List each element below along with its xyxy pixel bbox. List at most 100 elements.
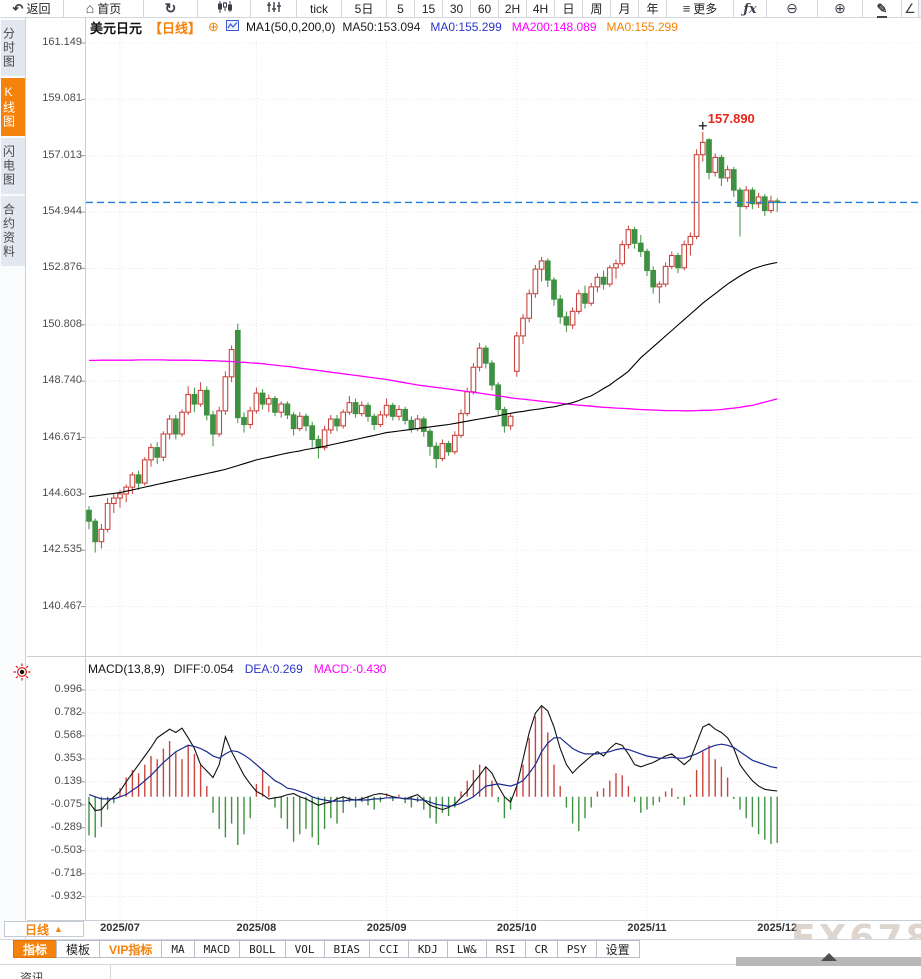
news-row: 资讯 [0, 964, 921, 979]
toolbar-button-label: 15 [421, 1, 436, 16]
period-5day-button[interactable]: 5日 [342, 0, 387, 17]
toolbar-button-label: 周 [590, 2, 603, 16]
toolbar-button-label: tick [310, 1, 328, 16]
tab-template[interactable]: 模板 [56, 940, 101, 958]
period-selector[interactable]: 日线 ▲ [4, 921, 84, 937]
fx-icon: ƒx [743, 1, 757, 17]
ma-value: MA0:155.299 [430, 20, 502, 34]
period-label: 【日线】 [149, 20, 202, 36]
tab-vol[interactable]: VOL [284, 940, 325, 958]
angle-button[interactable]: ∠ [902, 0, 919, 17]
more-button[interactable]: ≡ 更多 [667, 0, 734, 17]
period-15-button[interactable]: 15 [415, 0, 443, 17]
back-arrow-icon: ↶ [12, 0, 24, 16]
zoom-in-icon: ⊕ [834, 0, 846, 16]
back-button[interactable]: ↶ 返回 [0, 0, 64, 17]
chart-header: 美元日元 【日线】 ⊕ MA1(50,0,200,0) MA50:153.094… [90, 19, 678, 36]
panel-expander[interactable] [736, 953, 921, 966]
indicator-style-button[interactable] [251, 0, 297, 17]
toolbar-button-label: 5日 [354, 2, 374, 16]
period-2h-button[interactable]: 2H [499, 0, 527, 17]
period-day-button[interactable]: 日 [555, 0, 583, 17]
tab-indicator[interactable]: 指标 [13, 940, 58, 958]
zoom-out-button[interactable]: ⊖ [767, 0, 818, 17]
ma-value: MA200:148.089 [511, 20, 597, 34]
macd-value: MACD:-0.430 [313, 662, 387, 676]
add-favorite-icon[interactable]: ⊕ [208, 19, 219, 34]
indicator-tab-bar: 指标 模板 VIP指标 MA MACD BOLL VOL BIAS CCI KDJ LW& RSI CR… [0, 939, 921, 958]
sidebar-tab-contract-info[interactable]: 合约资料 [0, 196, 25, 266]
toolbar-button-label: 5 [397, 1, 404, 16]
angle-icon: ∠ [904, 0, 916, 16]
tab-cci[interactable]: CCI [369, 940, 409, 958]
period-selector-label: 日线 [25, 922, 50, 937]
period-60-button[interactable]: 60 [471, 0, 499, 17]
period-tick-button[interactable]: tick [297, 0, 342, 17]
zoom-out-icon: ⊖ [786, 0, 798, 16]
toolbar-button-label: 更多 [693, 2, 718, 16]
toolbar-button-label: 首页 [97, 2, 122, 16]
toolbar-button-label: 4H [532, 1, 549, 16]
ma-value: MA0:155.299 [606, 20, 678, 34]
toolbar-button-label: 返回 [26, 2, 51, 16]
formula-button[interactable]: ƒx [734, 0, 767, 17]
divider [110, 965, 111, 979]
ma-value: MA50:153.094 [342, 20, 421, 34]
toolbar-button-label: 日 [562, 2, 575, 16]
sidebar-tab-kline-chart[interactable]: K线图 [0, 78, 25, 136]
toolbar-button-label: 30 [449, 1, 464, 16]
tab-psy[interactable]: PSY [556, 940, 597, 958]
tab-vip-indicator[interactable]: VIP指标 [99, 940, 163, 958]
tab-lwr[interactable]: LW& [446, 940, 487, 958]
zoom-in-button[interactable]: ⊕ [818, 0, 863, 17]
refresh-button[interactable]: ↻ [144, 0, 198, 17]
toolbar-button-label: 年 [646, 2, 659, 16]
macd-header: MACD(13,8,9) DIFF:0.054 DEA:0.269 MACD:-0.… [88, 662, 386, 676]
menu-icon: ≡ [682, 0, 691, 16]
dropdown-arrow-icon: ▲ [54, 924, 63, 934]
tab-macd[interactable]: MACD [193, 940, 241, 958]
period-year-button[interactable]: 年 [639, 0, 667, 17]
home-icon: ⌂ [85, 0, 95, 16]
macd-setting-text: MACD(13,8,9) [88, 662, 165, 676]
ma-setting-text: MA1(50,0,200,0) [245, 20, 336, 34]
period-5-button[interactable]: 5 [387, 0, 415, 17]
sidebar-tab-time-chart[interactable]: 分时图 [0, 20, 25, 76]
draw-button[interactable]: ✎ [863, 0, 902, 18]
kline-chart-icon [217, 1, 232, 16]
news-tab[interactable]: 资讯 [20, 971, 45, 979]
kline-style-button[interactable] [198, 0, 251, 17]
toolbar-button-label: 60 [477, 1, 492, 16]
period-30-button[interactable]: 30 [443, 0, 471, 17]
home-button[interactable]: ⌂ 首页 [64, 0, 144, 17]
sidebar-tab-lightning-chart[interactable]: 闪电图 [0, 138, 25, 194]
macd-value: DIFF:0.054 [173, 662, 234, 676]
macd-value: DEA:0.269 [244, 662, 303, 676]
tab-bias[interactable]: BIAS [323, 940, 370, 958]
ma-settings-icon[interactable] [225, 19, 239, 35]
refresh-icon: ↻ [164, 0, 177, 16]
period-week-button[interactable]: 周 [583, 0, 611, 17]
pencil-icon: ✎ [876, 0, 888, 18]
top-toolbar: ↶ 返回 ⌂ 首页 ↻ tick 5日 5 15 30 60 2H 4H 日周月年 ≡ 更多 ƒx ⊖ ⊕ ✎ ∠ [0, 0, 921, 18]
ma-values: MA50:153.094 MA0:155.299 MA200:148.089 MA0:… [342, 20, 678, 34]
period-month-button[interactable]: 月 [611, 0, 639, 17]
symbol-name: 美元日元 [90, 20, 143, 36]
chart-type-sidebar: 分时图 K线图 闪电图 合约资料 [0, 18, 26, 958]
period-4h-button[interactable]: 4H [527, 0, 555, 17]
sliders-icon [266, 1, 281, 16]
tab-rsi[interactable]: RSI [485, 940, 526, 958]
indicator-settings-icon[interactable] [13, 663, 31, 686]
macd-values: DIFF:0.054 DEA:0.269 MACD:-0.430 [174, 662, 387, 676]
tab-kdj[interactable]: KDJ [407, 940, 448, 958]
tab-boll[interactable]: BOLL [239, 940, 286, 958]
tab-settings[interactable]: 设置 [595, 940, 640, 958]
toolbar-button-label: 月 [618, 2, 631, 16]
toolbar-button-label: 2H [504, 1, 521, 16]
svg-text:157.890: 157.890 [708, 111, 755, 126]
tab-cr[interactable]: CR [524, 940, 558, 958]
tab-ma[interactable]: MA [161, 940, 195, 958]
expand-up-icon [820, 953, 837, 961]
